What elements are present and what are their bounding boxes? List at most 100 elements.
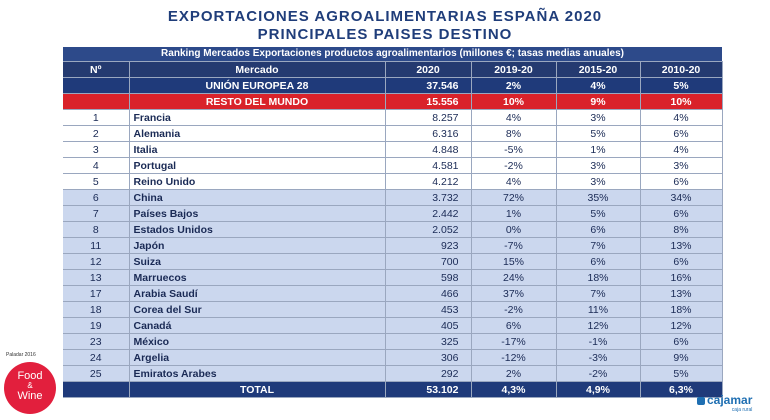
table-row: 1 Francia 8.257 4% 3% 4% [63,109,723,126]
cell-2019-20: 4% [471,109,557,126]
cell-2019-20: 2% [471,365,557,382]
cajamar-logo: cajamar caja rural [697,393,752,413]
cell-mercado: Estados Unidos [129,221,386,238]
header-2010-20: 2010-20 [640,61,723,78]
cell-mercado: Arabia Saudí [129,285,386,302]
cell-mercado: México [129,333,386,350]
cell-2015-20: 35% [556,189,641,206]
cell-2015-20: 12% [556,317,641,334]
table-row: 5 Reino Unido 4.212 4% 3% 6% [63,173,723,190]
cell-2010-20: 8% [640,221,723,238]
cell-mercado: Japón [129,237,386,254]
table-row: 12 Suiza 700 15% 6% 6% [63,253,723,270]
cell-2020: 292 [385,365,472,382]
cell-2015-20: 7% [556,285,641,302]
cell-2015-20: 7% [556,237,641,254]
cell-2019-20: 0% [471,221,557,238]
cell-num: 5 [63,173,130,190]
cell-num [63,93,130,110]
cell-mercado: Marruecos [129,269,386,286]
cell-num: 12 [63,253,130,270]
cell-2015-20: 3% [556,109,641,126]
header-num: Nº [63,61,130,78]
cell-2019-20: -2% [471,301,557,318]
title-line-2: PRINCIPALES PAISES DESTINO [257,26,513,43]
cell-mercado: China [129,189,386,206]
cell-2019-20: 6% [471,317,557,334]
cell-mercado: Italia [129,141,386,158]
cell-2019-20: 4% [471,173,557,190]
table-row: 17 Arabia Saudí 466 37% 7% 13% [63,285,723,302]
cell-2020: 2.052 [385,221,472,238]
cell-2015-20: 1% [556,141,641,158]
cell-2020: 466 [385,285,472,302]
cell-2020: 4.848 [385,141,472,158]
logo-ampersand: & [27,381,33,390]
cell-2020: 15.556 [385,93,472,110]
cell-2015-20: 5% [556,205,641,222]
cell-2019-20: 1% [471,205,557,222]
food-and-wine-logo: Paladar 2016 Food & Wine [4,352,62,414]
cell-mercado: Corea del Sur [129,301,386,318]
cell-num: 1 [63,109,130,126]
cell-2010-20: 6,3% [640,381,723,398]
cell-num: 8 [63,221,130,238]
cell-num: 17 [63,285,130,302]
table-row: 23 México 325 -17% -1% 6% [63,333,723,350]
cell-2010-20: 4% [640,141,723,158]
cell-num: 24 [63,349,130,366]
cell-2015-20: -1% [556,333,641,350]
cell-2010-20: 18% [640,301,723,318]
cell-num: 7 [63,205,130,222]
cell-2020: 37.546 [385,77,472,94]
cell-2010-20: 12% [640,317,723,334]
cell-mercado: Reino Unido [129,173,386,190]
cell-2015-20: 9% [556,93,641,110]
cell-2020: 306 [385,349,472,366]
cell-2020: 4.212 [385,173,472,190]
cell-2020: 4.581 [385,157,472,174]
table-row: 25 Emiratos Arabes 292 2% -2% 5% [63,365,723,382]
header-2020: 2020 [385,61,472,78]
cell-num: 13 [63,269,130,286]
cell-mercado: Alemania [129,125,386,142]
cell-2010-20: 6% [640,333,723,350]
cell-2019-20: -2% [471,157,557,174]
table-header-row: Nº Mercado 2020 2019-20 2015-20 2010-20 [63,61,723,78]
header-2019-20: 2019-20 [471,61,557,78]
logo-caption: Paladar 2016 [6,352,36,358]
cell-2019-20: 10% [471,93,557,110]
cell-2020: 8.257 [385,109,472,126]
cell-2010-20: 3% [640,157,723,174]
cell-2010-20: 10% [640,93,723,110]
logo-word-wine: Wine [17,390,43,402]
cell-num: 6 [63,189,130,206]
cell-2010-20: 6% [640,173,723,190]
cajamar-name: cajamar [707,393,753,407]
row-resto-del-mundo: RESTO DEL MUNDO 15.556 10% 9% 10% [63,93,723,110]
cell-2020: 2.442 [385,205,472,222]
cell-2010-20: 6% [640,205,723,222]
cell-2020: 598 [385,269,472,286]
cell-2015-20: -2% [556,365,641,382]
cell-mercado: Argelia [129,349,386,366]
cell-2015-20: 18% [556,269,641,286]
header-2015-20: 2015-20 [556,61,641,78]
table-row: 3 Italia 4.848 -5% 1% 4% [63,141,723,158]
cell-mercado: RESTO DEL MUNDO [129,93,386,110]
cell-2019-20: 24% [471,269,557,286]
cell-2015-20: 4,9% [556,381,641,398]
cell-2019-20: 72% [471,189,557,206]
cell-2020: 923 [385,237,472,254]
cell-2010-20: 6% [640,253,723,270]
cell-2010-20: 6% [640,125,723,142]
cell-2019-20: 37% [471,285,557,302]
table-row: 24 Argelia 306 -12% -3% 9% [63,349,723,366]
cell-2010-20: 13% [640,237,723,254]
cell-mercado: Francia [129,109,386,126]
cell-2015-20: 3% [556,173,641,190]
table-subtitle: Ranking Mercados Exportaciones productos… [63,47,723,62]
cell-2015-20: 6% [556,221,641,238]
table-row: 7 Países Bajos 2.442 1% 5% 6% [63,205,723,222]
cell-2015-20: 4% [556,77,641,94]
